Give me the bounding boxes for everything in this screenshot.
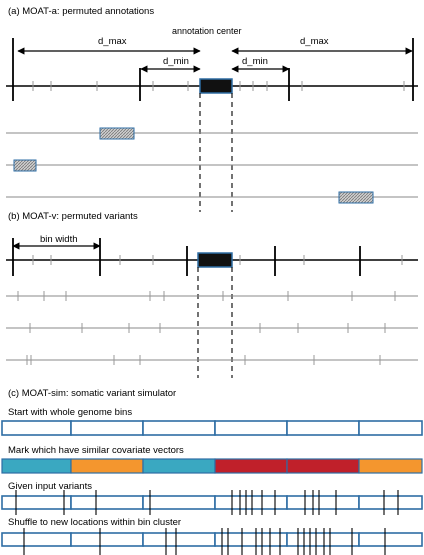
genome-bins-row3 bbox=[1, 495, 423, 510]
genome-bins-row4 bbox=[1, 532, 423, 547]
annotation-block-v bbox=[197, 252, 233, 268]
d-max-left-label: d_max bbox=[98, 36, 127, 47]
step4-label: Shuffle to new locations within bin clus… bbox=[8, 517, 181, 528]
dashed-guides-a bbox=[199, 93, 233, 212]
bin-boundaries-v bbox=[12, 238, 361, 276]
panel-c-title: (c) MOAT-sim: somatic variant simulator bbox=[8, 388, 176, 399]
annotation-center-label: annotation center bbox=[172, 26, 242, 36]
input-variant-ticks bbox=[15, 490, 399, 515]
permuted-variant-lines bbox=[6, 295, 418, 361]
permuted-variant-ticks bbox=[17, 291, 396, 365]
step3-label: Given input variants bbox=[8, 481, 92, 492]
d-max-right-label: d_max bbox=[300, 36, 329, 47]
genome-bins-row1 bbox=[1, 420, 423, 436]
d-min-right-label: d_min bbox=[242, 56, 268, 67]
annotation-block-a bbox=[199, 78, 233, 94]
permuted-annotation-boxes bbox=[13, 127, 374, 204]
shuffled-variant-ticks bbox=[23, 528, 386, 555]
step2-label: Mark which have similar covariate vector… bbox=[8, 445, 184, 456]
bin-width-label: bin width bbox=[40, 234, 78, 245]
d-min-left-label: d_min bbox=[163, 56, 189, 67]
panel-b-title: (b) MOAT-v: permuted variants bbox=[8, 211, 138, 222]
dashed-guides-v bbox=[197, 267, 233, 378]
step1-label: Start with whole genome bins bbox=[8, 407, 132, 418]
boundary-bars-a bbox=[12, 38, 414, 101]
variant-ticks-v bbox=[32, 255, 403, 265]
panel-a-title: (a) MOAT-a: permuted annotations bbox=[8, 6, 154, 17]
variant-ticks-a bbox=[32, 81, 405, 91]
permuted-lines-a bbox=[6, 132, 418, 198]
covariate-bins-row2 bbox=[1, 458, 423, 474]
